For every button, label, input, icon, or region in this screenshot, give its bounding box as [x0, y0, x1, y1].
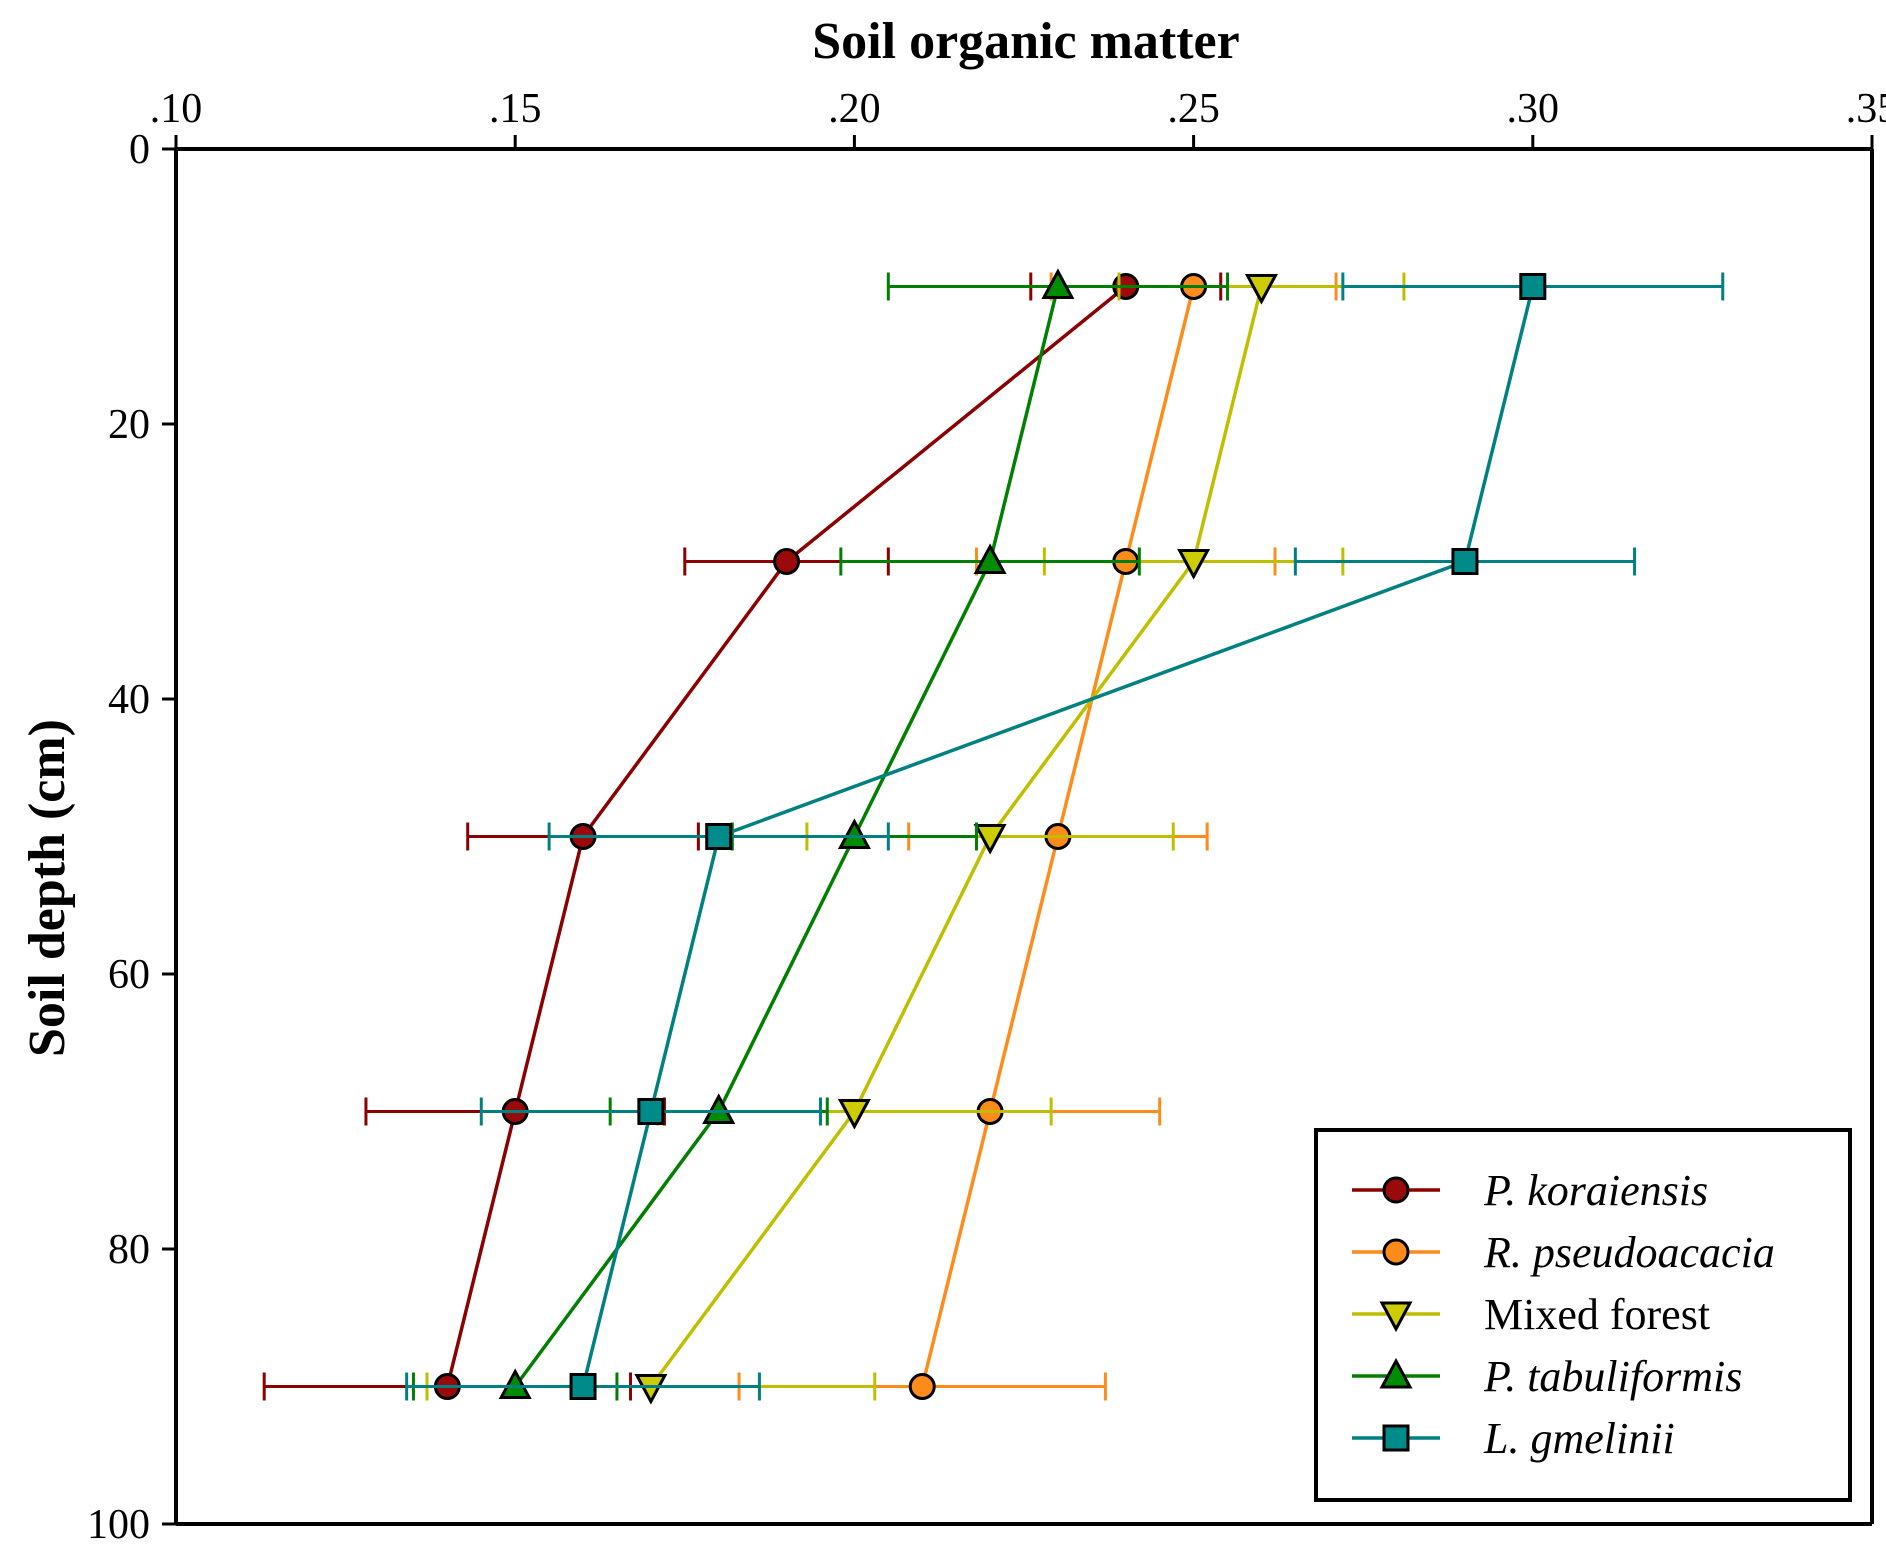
data-point	[634, 1374, 668, 1405]
legend-label: L. gmelinii	[1483, 1414, 1675, 1463]
data-point	[705, 823, 733, 850]
data-point	[1519, 273, 1547, 300]
legend-marker	[1379, 1301, 1413, 1333]
y-tick-label: 40	[108, 677, 150, 723]
series-layer	[262, 268, 1725, 1405]
y-tick-label: 0	[129, 127, 150, 173]
legend: P. koraiensis R. pseudoacacia Mixed forest…	[1314, 1128, 1852, 1502]
y-tick-label: 20	[108, 402, 150, 448]
data-point	[1451, 548, 1479, 575]
data-point	[498, 1368, 532, 1399]
legend-label: P. koraiensis	[1483, 1166, 1708, 1215]
y-tick-label: 80	[108, 1227, 150, 1273]
data-point	[908, 1373, 936, 1400]
axes-layer: .10 .15 .20 .25 .30 .35 0 20 40 60 80 100	[87, 86, 1886, 1548]
legend-item: L. gmelinii	[1352, 1414, 1675, 1463]
y-tick-label: 100	[87, 1502, 150, 1548]
x-tick-label: .35	[1846, 86, 1886, 132]
x-tick-label: .25	[1167, 86, 1220, 132]
legend-label: Mixed forest	[1484, 1290, 1710, 1339]
legend-marker	[1379, 1357, 1413, 1389]
x-tick-label: .30	[1507, 86, 1560, 132]
data-point	[973, 543, 1007, 574]
legend-label: R. pseudoacacia	[1483, 1228, 1775, 1277]
data-point	[1244, 274, 1278, 305]
x-tick-label: .10	[150, 86, 203, 132]
legend-item: P. koraiensis	[1352, 1166, 1708, 1215]
data-point	[637, 1098, 665, 1125]
x-tick-label: .20	[828, 86, 881, 132]
data-point	[702, 1093, 736, 1124]
series-l-gmelinii	[405, 272, 1725, 1401]
data-point	[1041, 268, 1075, 299]
y-axis-title: Soil depth (cm)	[19, 719, 76, 1057]
data-point	[569, 1373, 597, 1400]
y-tick-label: 60	[108, 952, 150, 998]
data-point	[773, 548, 801, 575]
data-point	[1177, 549, 1211, 580]
legend-item: P. tabuliformis	[1352, 1352, 1742, 1401]
legend-marker	[1382, 1176, 1410, 1204]
legend-marker	[1382, 1424, 1410, 1452]
legend-marker	[1382, 1238, 1410, 1266]
x-axis-title: Soil organic matter	[812, 13, 1239, 70]
legend-item: Mixed forest	[1352, 1290, 1710, 1339]
legend-label: P. tabuliformis	[1483, 1352, 1742, 1401]
data-point	[973, 824, 1007, 855]
data-point	[837, 818, 871, 849]
legend-item: R. pseudoacacia	[1352, 1228, 1775, 1277]
x-tick-label: .15	[489, 86, 542, 132]
data-point	[837, 1099, 871, 1130]
